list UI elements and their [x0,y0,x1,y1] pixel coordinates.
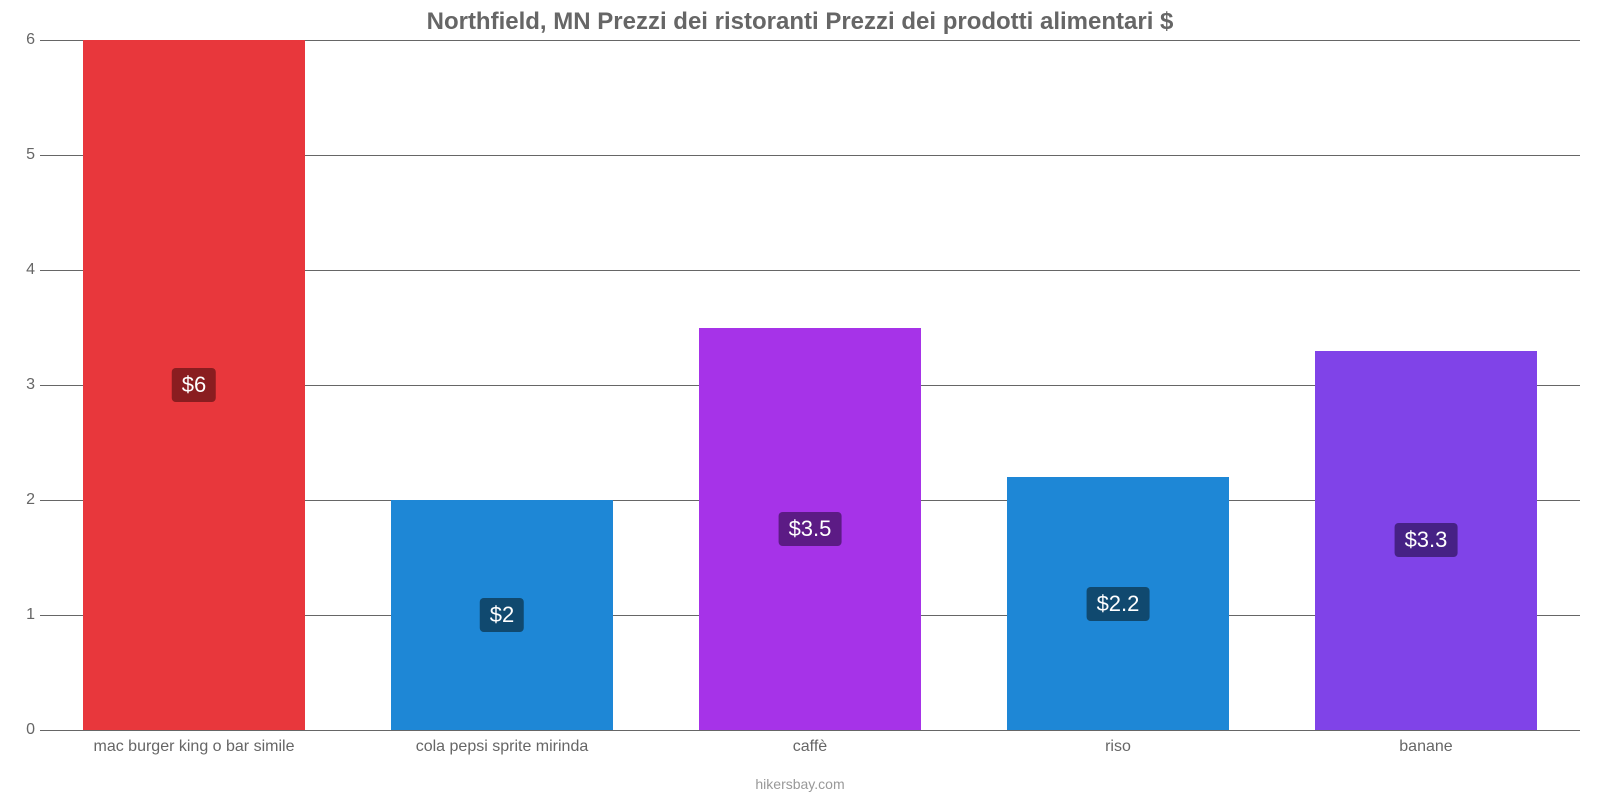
value-badge: $2 [480,598,524,632]
chart-footer: hikersbay.com [0,776,1600,792]
bar: banane$3.3 [1315,351,1537,731]
y-tick-label: 1 [10,606,35,624]
bar: caffè$3.5 [699,328,921,731]
y-tick-label: 5 [10,146,35,164]
x-tick-label: caffè [699,738,921,756]
bar: cola pepsi sprite mirinda$2 [391,500,613,730]
chart-title: Northfield, MN Prezzi dei ristoranti Pre… [0,8,1600,36]
value-badge: $6 [172,368,216,402]
y-tick-label: 3 [10,376,35,394]
gridline [40,730,1580,731]
bar: mac burger king o bar simile$6 [83,40,305,730]
x-tick-label: banane [1315,738,1537,756]
bar: riso$2.2 [1007,477,1229,730]
value-badge: $2.2 [1087,587,1150,621]
price-chart: Northfield, MN Prezzi dei ristoranti Pre… [0,0,1600,800]
value-badge: $3.3 [1395,523,1458,557]
y-tick-label: 0 [10,721,35,739]
x-tick-label: mac burger king o bar simile [83,738,305,756]
value-badge: $3.5 [779,512,842,546]
plot-area: 0123456mac burger king o bar simile$6col… [40,40,1580,730]
y-tick-label: 4 [10,261,35,279]
x-tick-label: riso [1007,738,1229,756]
y-tick-label: 6 [10,31,35,49]
x-tick-label: cola pepsi sprite mirinda [391,738,613,756]
y-tick-label: 2 [10,491,35,509]
